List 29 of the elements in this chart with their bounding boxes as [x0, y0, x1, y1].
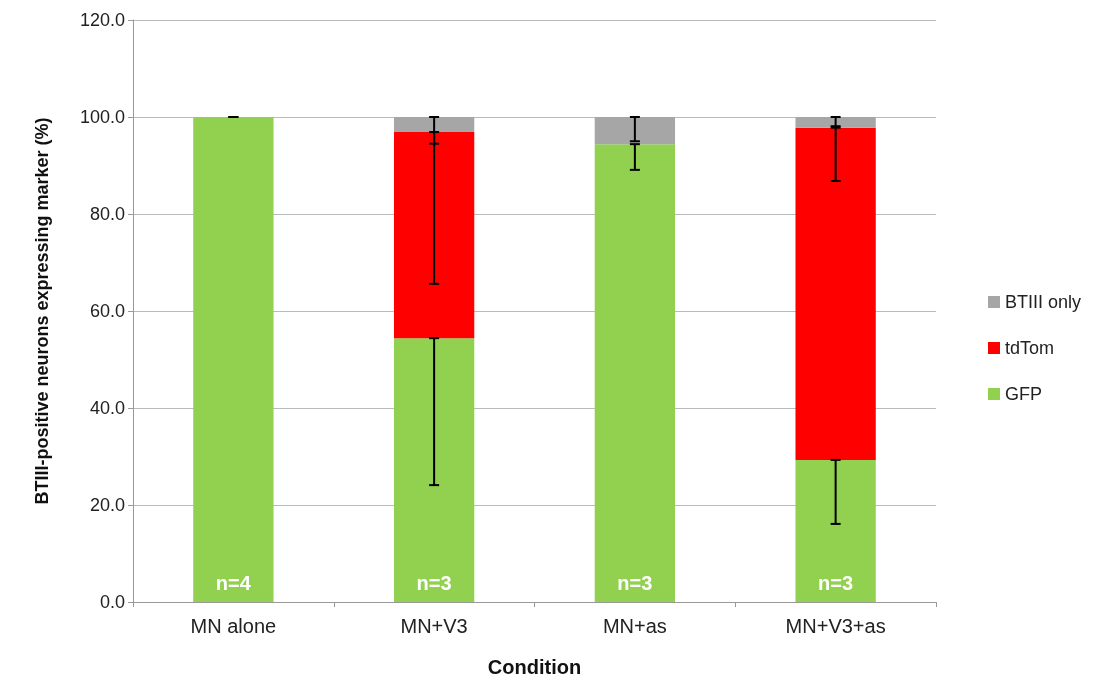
annotation: n=4	[215, 572, 252, 594]
y-tick-label: 0.0	[99, 592, 125, 612]
x-tick-label: MN+V3+as	[785, 615, 886, 637]
y-tick-label: 60.0	[89, 301, 125, 321]
bar	[393, 338, 475, 602]
bar	[795, 459, 876, 602]
annotation: n=3	[617, 572, 653, 594]
bar	[795, 117, 876, 128]
y-tick-label: 120.0	[79, 10, 125, 30]
y-tick-label: 20.0	[89, 495, 125, 515]
x-tick-label: MN+V3	[400, 615, 468, 637]
y-axis-title: BTIII-positive neurons expressing marker (%)	[32, 117, 52, 505]
bar	[393, 132, 475, 339]
bar	[594, 144, 676, 602]
x-tick-label: MN+as	[602, 615, 667, 637]
y-tick-label: 80.0	[89, 204, 125, 224]
legend-label: BTIII only	[1004, 292, 1082, 312]
bar	[795, 127, 876, 460]
bar	[594, 117, 676, 145]
y-tick-label: 100.0	[79, 107, 125, 127]
x-axis-title: Condition	[487, 656, 582, 678]
annotation: n=3	[818, 572, 854, 594]
bar	[193, 117, 274, 602]
legend-label: GFP	[1004, 384, 1042, 404]
legend-label: tdTom	[1004, 338, 1055, 358]
annotation: n=3	[416, 572, 452, 594]
x-tick-label: MN alone	[190, 615, 277, 637]
y-tick-label: 40.0	[89, 398, 125, 418]
bar	[393, 117, 475, 133]
